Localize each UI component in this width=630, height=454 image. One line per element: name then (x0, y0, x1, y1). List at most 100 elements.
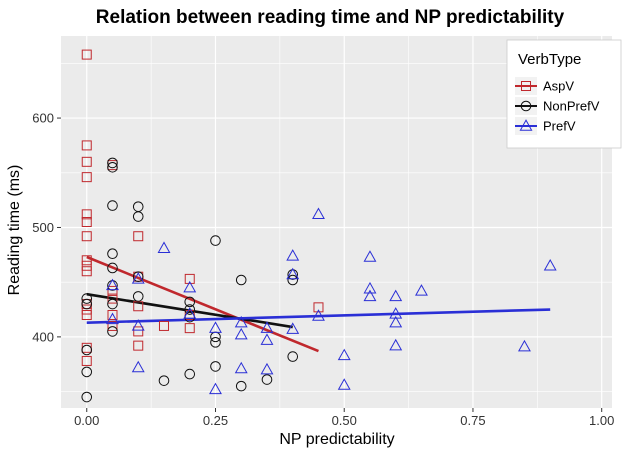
point-prefv (518, 339, 531, 352)
point-prefv (260, 321, 274, 333)
point-prefv (157, 241, 171, 253)
point-aspv (158, 320, 169, 331)
point-prefv (337, 348, 351, 361)
legend-key-marker (519, 119, 533, 131)
x-tick-label: 0.00 (74, 413, 99, 428)
legend-label: PrefV (543, 119, 576, 134)
point-aspv (133, 231, 144, 242)
point-prefv (131, 319, 145, 331)
point-prefv (363, 281, 377, 294)
point-prefv (363, 289, 377, 302)
point-prefv (234, 315, 248, 328)
point-nonprefv (261, 374, 273, 385)
point-aspv (81, 310, 92, 320)
point-prefv (183, 280, 197, 293)
point-aspv (81, 140, 92, 151)
point-aspv (107, 285, 118, 296)
point-aspv (81, 217, 92, 227)
legend-key-marker (520, 100, 532, 112)
point-nonprefv (210, 361, 221, 372)
point-aspv (313, 302, 324, 313)
legend-entries: AspV NonPrefV PrefV (515, 77, 600, 135)
point-nonprefv (107, 157, 118, 169)
point-nonprefv (107, 161, 118, 173)
point-prefv (234, 361, 248, 374)
point-prefv (543, 258, 557, 271)
point-aspv (81, 260, 92, 271)
point-nonprefv (132, 291, 144, 302)
point-prefv (106, 312, 119, 325)
point-nonprefv (235, 380, 247, 392)
point-nonprefv (81, 366, 93, 378)
legend-label: AspV (543, 79, 574, 94)
point-prefv (337, 378, 351, 390)
point-nonprefv (210, 235, 221, 246)
point-prefv (389, 338, 403, 351)
point-aspv (133, 326, 144, 337)
point-aspv (81, 209, 92, 220)
point-nonprefv (235, 274, 247, 286)
point-prefv (234, 327, 248, 340)
legend-item-prefv: PrefV (515, 117, 576, 135)
y-tick-label: 400 (32, 329, 54, 344)
point-prefv (209, 382, 222, 395)
point-prefv (312, 207, 325, 220)
point-prefv (415, 284, 428, 296)
point-nonprefv (287, 274, 299, 286)
point-nonprefv (158, 375, 170, 386)
trend-line-aspv (86, 255, 319, 353)
point-aspv (107, 320, 118, 331)
point-nonprefv (107, 200, 118, 211)
point-aspv (107, 293, 118, 304)
point-prefv (363, 250, 377, 262)
y-tick-label: 500 (32, 220, 54, 235)
x-axis-title: NP predictability (279, 431, 394, 448)
point-aspv (81, 266, 92, 277)
point-prefv (260, 362, 274, 375)
point-aspv (81, 172, 92, 183)
point-nonprefv (107, 262, 118, 274)
x-tick-label: 0.25 (203, 413, 228, 428)
data-points (81, 49, 557, 403)
point-nonprefv (184, 304, 196, 315)
legend: VerbType AspV NonPrefV PrefV (506, 39, 622, 149)
point-aspv (81, 255, 92, 266)
point-nonprefv (210, 337, 221, 348)
trend-line-prefv (86, 308, 551, 324)
point-prefv (106, 278, 119, 291)
point-nonprefv (81, 298, 93, 310)
point-prefv (131, 360, 145, 373)
point-prefv (260, 333, 274, 345)
point-prefv (389, 289, 403, 302)
point-nonprefv (184, 296, 196, 308)
point-aspv (107, 310, 118, 320)
point-aspv (81, 156, 92, 167)
point-nonprefv (81, 391, 93, 403)
axes: 0.00 0.25 0.50 0.75 1.00 400 500 600 (32, 111, 614, 428)
point-prefv (312, 309, 325, 321)
point-aspv (184, 273, 195, 284)
point-nonprefv (132, 271, 144, 283)
point-prefv (286, 322, 300, 334)
point-prefv (389, 315, 403, 328)
x-tick-label: 1.00 (589, 413, 614, 428)
point-nonprefv (132, 211, 144, 222)
point-prefv (131, 272, 145, 284)
point-nonprefv (81, 344, 93, 356)
point-prefv (183, 307, 197, 319)
point-aspv (81, 355, 92, 366)
point-prefv (209, 321, 222, 333)
y-axis-title: Reading time (ms) (6, 165, 23, 296)
point-aspv (184, 323, 195, 334)
point-aspv (81, 231, 92, 242)
point-aspv (81, 304, 92, 315)
point-aspv (133, 340, 144, 351)
point-nonprefv (81, 293, 93, 304)
point-aspv (133, 301, 144, 312)
legend-item-aspv: AspV (515, 77, 574, 95)
point-nonprefv (287, 351, 299, 362)
point-nonprefv (184, 368, 196, 380)
y-tick-label: 600 (32, 111, 54, 126)
point-aspv (81, 49, 92, 60)
